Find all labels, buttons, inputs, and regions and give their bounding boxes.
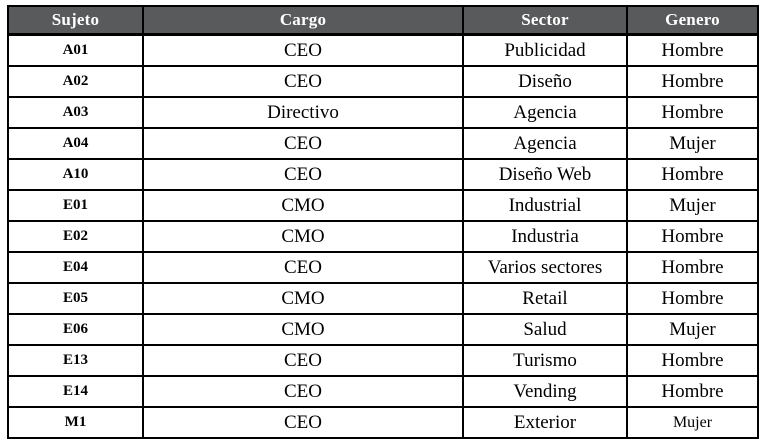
table-row: E14 CEO Vending Hombre (7, 375, 759, 408)
cell-sujeto: E14 (7, 375, 144, 408)
cell-cargo: CEO (142, 65, 464, 98)
cell-sujeto: A02 (7, 65, 144, 98)
cell-cargo: CEO (142, 344, 464, 377)
cell-sector: Diseño Web (462, 158, 628, 191)
cell-genero: Mujer (626, 313, 759, 346)
cell-sujeto: E04 (7, 251, 144, 284)
table-row: A02 CEO Diseño Hombre (7, 65, 759, 98)
cell-genero: Mujer (626, 127, 759, 160)
cell-genero: Hombre (626, 33, 759, 67)
cell-genero: Hombre (626, 344, 759, 377)
cell-sector: Salud (462, 313, 628, 346)
table-row: A10 CEO Diseño Web Hombre (7, 158, 759, 191)
cell-cargo: CMO (142, 282, 464, 315)
cell-sujeto: A04 (7, 127, 144, 160)
cell-sujeto: E01 (7, 189, 144, 222)
cell-sujeto: E06 (7, 313, 144, 346)
cell-genero: Hombre (626, 96, 759, 129)
cell-genero: Hombre (626, 158, 759, 191)
cell-cargo: CEO (142, 158, 464, 191)
table-row: A03 Directivo Agencia Hombre (7, 96, 759, 129)
subjects-table: Sujeto Cargo Sector Genero A01 CEO Publici… (7, 5, 759, 439)
cell-cargo: CEO (142, 375, 464, 408)
cell-sujeto: A03 (7, 96, 144, 129)
cell-sujeto: M1 (7, 406, 144, 439)
header-row: Sujeto Cargo Sector Genero (7, 5, 759, 36)
cell-sujeto: E05 (7, 282, 144, 315)
table-row: A01 CEO Publicidad Hombre (7, 33, 759, 67)
cell-genero: Hombre (626, 251, 759, 284)
cell-sujeto: E13 (7, 344, 144, 377)
cell-sector: Exterior (462, 406, 628, 439)
table-row: A04 CEO Agencia Mujer (7, 127, 759, 160)
table-row: E06 CMO Salud Mujer (7, 313, 759, 346)
cell-cargo: CMO (142, 313, 464, 346)
cell-genero: Hombre (626, 220, 759, 253)
page: Sujeto Cargo Sector Genero A01 CEO Publici… (7, 5, 759, 439)
cell-sector: Retail (462, 282, 628, 315)
cell-cargo: CEO (142, 127, 464, 160)
cell-sector: Diseño (462, 65, 628, 98)
cell-sector: Turismo (462, 344, 628, 377)
table-row: M1 CEO Exterior Mujer (7, 406, 759, 439)
table-row: E02 CMO Industria Hombre (7, 220, 759, 253)
table-row: E13 CEO Turismo Hombre (7, 344, 759, 377)
table-row: E05 CMO Retail Hombre (7, 282, 759, 315)
cell-sector: Agencia (462, 127, 628, 160)
cell-sector: Publicidad (462, 33, 628, 67)
table-row: E04 CEO Varios sectores Hombre (7, 251, 759, 284)
table-row: E01 CMO Industrial Mujer (7, 189, 759, 222)
cell-sector: Agencia (462, 96, 628, 129)
column-header-sector: Sector (462, 5, 628, 36)
cell-cargo: CEO (142, 33, 464, 67)
cell-genero: Mujer (626, 406, 759, 439)
cell-sector: Industria (462, 220, 628, 253)
cell-sector: Vending (462, 375, 628, 408)
cell-cargo: CMO (142, 189, 464, 222)
cell-sector: Varios sectores (462, 251, 628, 284)
cell-sector: Industrial (462, 189, 628, 222)
cell-genero: Hombre (626, 282, 759, 315)
cell-genero: Hombre (626, 65, 759, 98)
cell-sujeto: E02 (7, 220, 144, 253)
cell-cargo: CEO (142, 251, 464, 284)
column-header-genero: Genero (626, 5, 759, 36)
cell-sujeto: A10 (7, 158, 144, 191)
column-header-cargo: Cargo (142, 5, 464, 36)
table-body: A01 CEO Publicidad Hombre A02 CEO Diseño Hombre… (7, 33, 759, 439)
column-header-sujeto: Sujeto (7, 5, 144, 36)
cell-sujeto: A01 (7, 33, 144, 67)
cell-cargo: Directivo (142, 96, 464, 129)
cell-cargo: CEO (142, 406, 464, 439)
cell-cargo: CMO (142, 220, 464, 253)
cell-genero: Hombre (626, 375, 759, 408)
cell-genero: Mujer (626, 189, 759, 222)
